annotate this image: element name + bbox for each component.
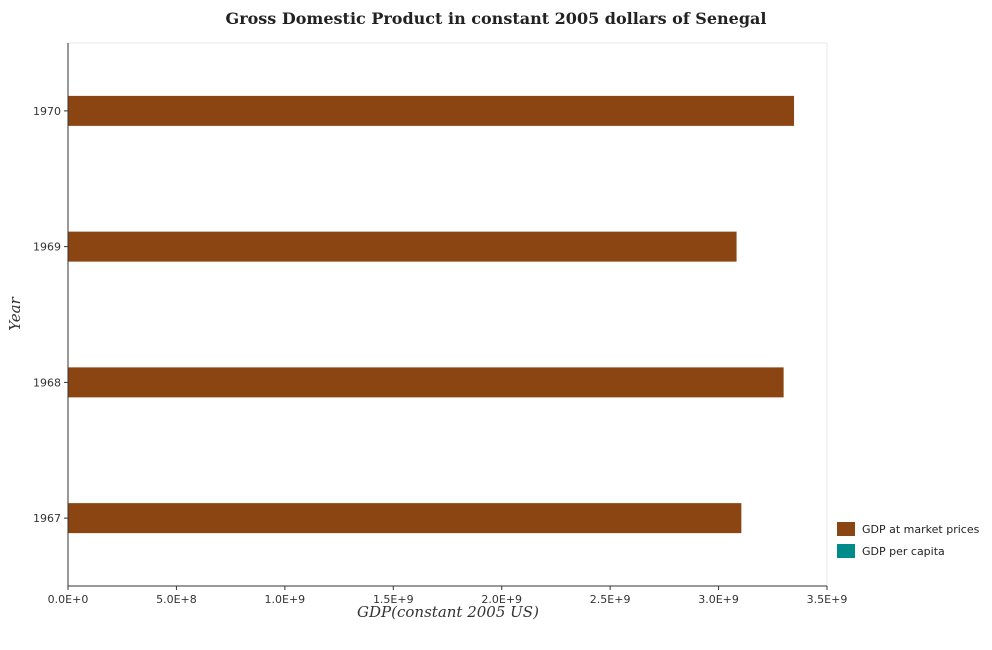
bar-gdp-market-1967 <box>68 503 742 534</box>
bar-group <box>68 95 795 535</box>
x-tick-label: 1.5E+9 <box>373 593 414 606</box>
legend: GDP at market prices GDP per capita <box>837 522 980 558</box>
x-tick-label: 1.0E+9 <box>265 593 306 606</box>
legend-swatch <box>837 544 855 558</box>
bar-gdp-market-1970 <box>68 95 795 126</box>
legend-label: GDP at market prices <box>862 523 980 536</box>
x-tick-label: 3.5E+9 <box>807 593 848 606</box>
chart-title: Gross Domestic Product in constant 2005 … <box>226 9 767 28</box>
x-tick-label: 2.5E+9 <box>590 593 631 606</box>
y-tick-label-1968: 1968 <box>33 376 61 389</box>
y-tick-label-1970: 1970 <box>33 105 61 118</box>
x-tick-label: 0.0E+0 <box>48 593 89 606</box>
plot-area <box>67 42 828 587</box>
y-tick-labels: 1967 1968 1969 1970 <box>33 105 68 525</box>
x-tick-label: 2.0E+9 <box>481 593 522 606</box>
y-tick-label-1969: 1969 <box>33 241 61 254</box>
x-tick-label: 3.0E+9 <box>698 593 739 606</box>
x-tick-labels: 0.0E+0 5.0E+8 1.0E+9 1.5E+9 2.0E+9 2.5E+9 3.0E… <box>48 586 848 606</box>
legend-label: GDP per capita <box>862 545 945 558</box>
bar-gdp-market-1968 <box>68 367 784 398</box>
y-axis-title: Year <box>6 296 24 330</box>
y-tick-label-1967: 1967 <box>33 512 61 525</box>
x-tick-label: 5.0E+8 <box>156 593 197 606</box>
x-axis-title: GDP(constant 2005 US) <box>357 603 539 621</box>
legend-swatch <box>837 522 855 536</box>
bar-gdp-market-1969 <box>68 231 737 262</box>
